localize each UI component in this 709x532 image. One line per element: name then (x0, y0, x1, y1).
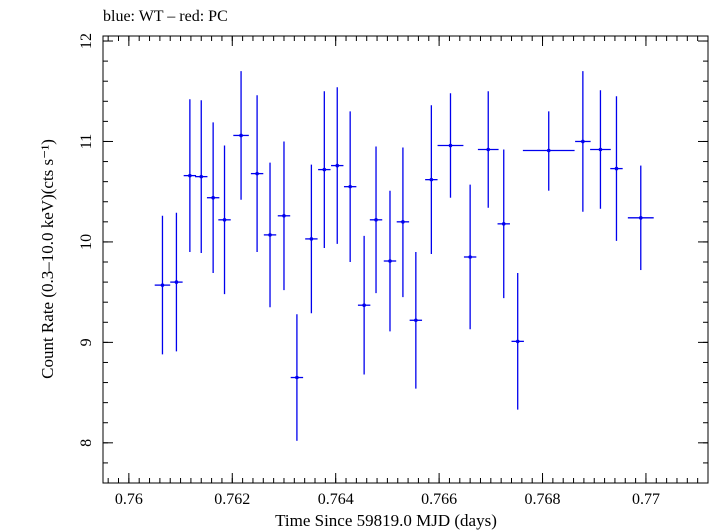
point-marker (335, 163, 340, 168)
data-point (154, 215, 171, 355)
data-point (195, 100, 208, 253)
data-point (590, 90, 611, 209)
data-point (206, 122, 220, 274)
point-marker (348, 184, 352, 189)
data-point (497, 149, 510, 299)
x-tick-label: 0.768 (525, 491, 561, 508)
data-point (290, 314, 304, 441)
data-point (263, 162, 277, 308)
data-point (233, 71, 249, 200)
data-point (383, 190, 397, 332)
data-point (437, 93, 464, 198)
point-marker (401, 220, 405, 224)
data-point (357, 235, 371, 375)
data-point (331, 87, 344, 244)
data-point (170, 212, 183, 352)
x-tick-label: 0.76 (115, 491, 143, 508)
point-marker (295, 375, 299, 380)
y-tick-label: 11 (78, 134, 95, 149)
data-point (610, 96, 623, 241)
x-tick-label: 0.764 (318, 491, 354, 508)
point-marker (374, 218, 378, 222)
point-marker (429, 177, 434, 182)
data-point (477, 91, 499, 208)
data-point (425, 105, 438, 254)
point-marker (239, 133, 243, 138)
x-tick-label: 0.77 (632, 491, 660, 508)
data-point (218, 145, 231, 295)
point-marker (362, 303, 366, 308)
point-marker (222, 218, 227, 222)
point-marker (581, 139, 585, 144)
data-point (318, 91, 331, 248)
chart-header: blue: WT – red: PC (103, 8, 228, 25)
data-point (277, 141, 291, 291)
y-tick-label: 12 (78, 33, 95, 49)
point-marker (199, 174, 204, 179)
point-marker (501, 222, 506, 226)
point-marker (388, 259, 392, 263)
point-marker (414, 318, 418, 323)
point-marker (468, 255, 472, 259)
point-marker (188, 173, 192, 178)
point-marker (486, 147, 491, 152)
plot-frame (102, 35, 709, 484)
data-point (369, 146, 383, 294)
data-point (511, 273, 524, 410)
point-marker (282, 214, 286, 218)
point-marker (322, 167, 327, 172)
point-marker (174, 280, 179, 284)
point-marker (309, 237, 314, 241)
y-tick-label: 10 (78, 234, 95, 250)
point-marker (515, 339, 520, 344)
x-axis-label: Time Since 59819.0 MJD (days) (275, 511, 497, 530)
y-axis: 8 9 10 11 12 (78, 33, 708, 464)
data-point (409, 251, 423, 389)
point-marker (546, 148, 551, 153)
data-point (250, 95, 264, 252)
x-tick-label: 0.766 (421, 491, 457, 508)
data-point (522, 111, 575, 191)
y-tick-label: 9 (78, 338, 95, 346)
data-point (396, 147, 410, 298)
data-point (575, 71, 591, 212)
point-marker (614, 166, 619, 171)
data-point (183, 99, 197, 252)
data-points (154, 71, 654, 441)
point-marker (448, 143, 453, 148)
data-point (305, 164, 318, 314)
point-marker (255, 171, 259, 176)
point-marker (211, 195, 215, 200)
point-marker (268, 233, 272, 237)
data-point (463, 184, 477, 330)
data-point (343, 111, 357, 263)
y-tick-label: 8 (78, 439, 95, 447)
x-axis: 0.76 0.762 0.764 0.766 0.768 0.77 (107, 36, 709, 508)
point-marker (638, 216, 643, 220)
point-marker (598, 147, 603, 152)
data-point (627, 165, 654, 271)
x-tick-label: 0.762 (214, 491, 250, 508)
y-axis-label: Count Rate (0.3–10.0 keV)(cts s⁻¹) (38, 139, 57, 379)
point-marker (160, 283, 165, 287)
